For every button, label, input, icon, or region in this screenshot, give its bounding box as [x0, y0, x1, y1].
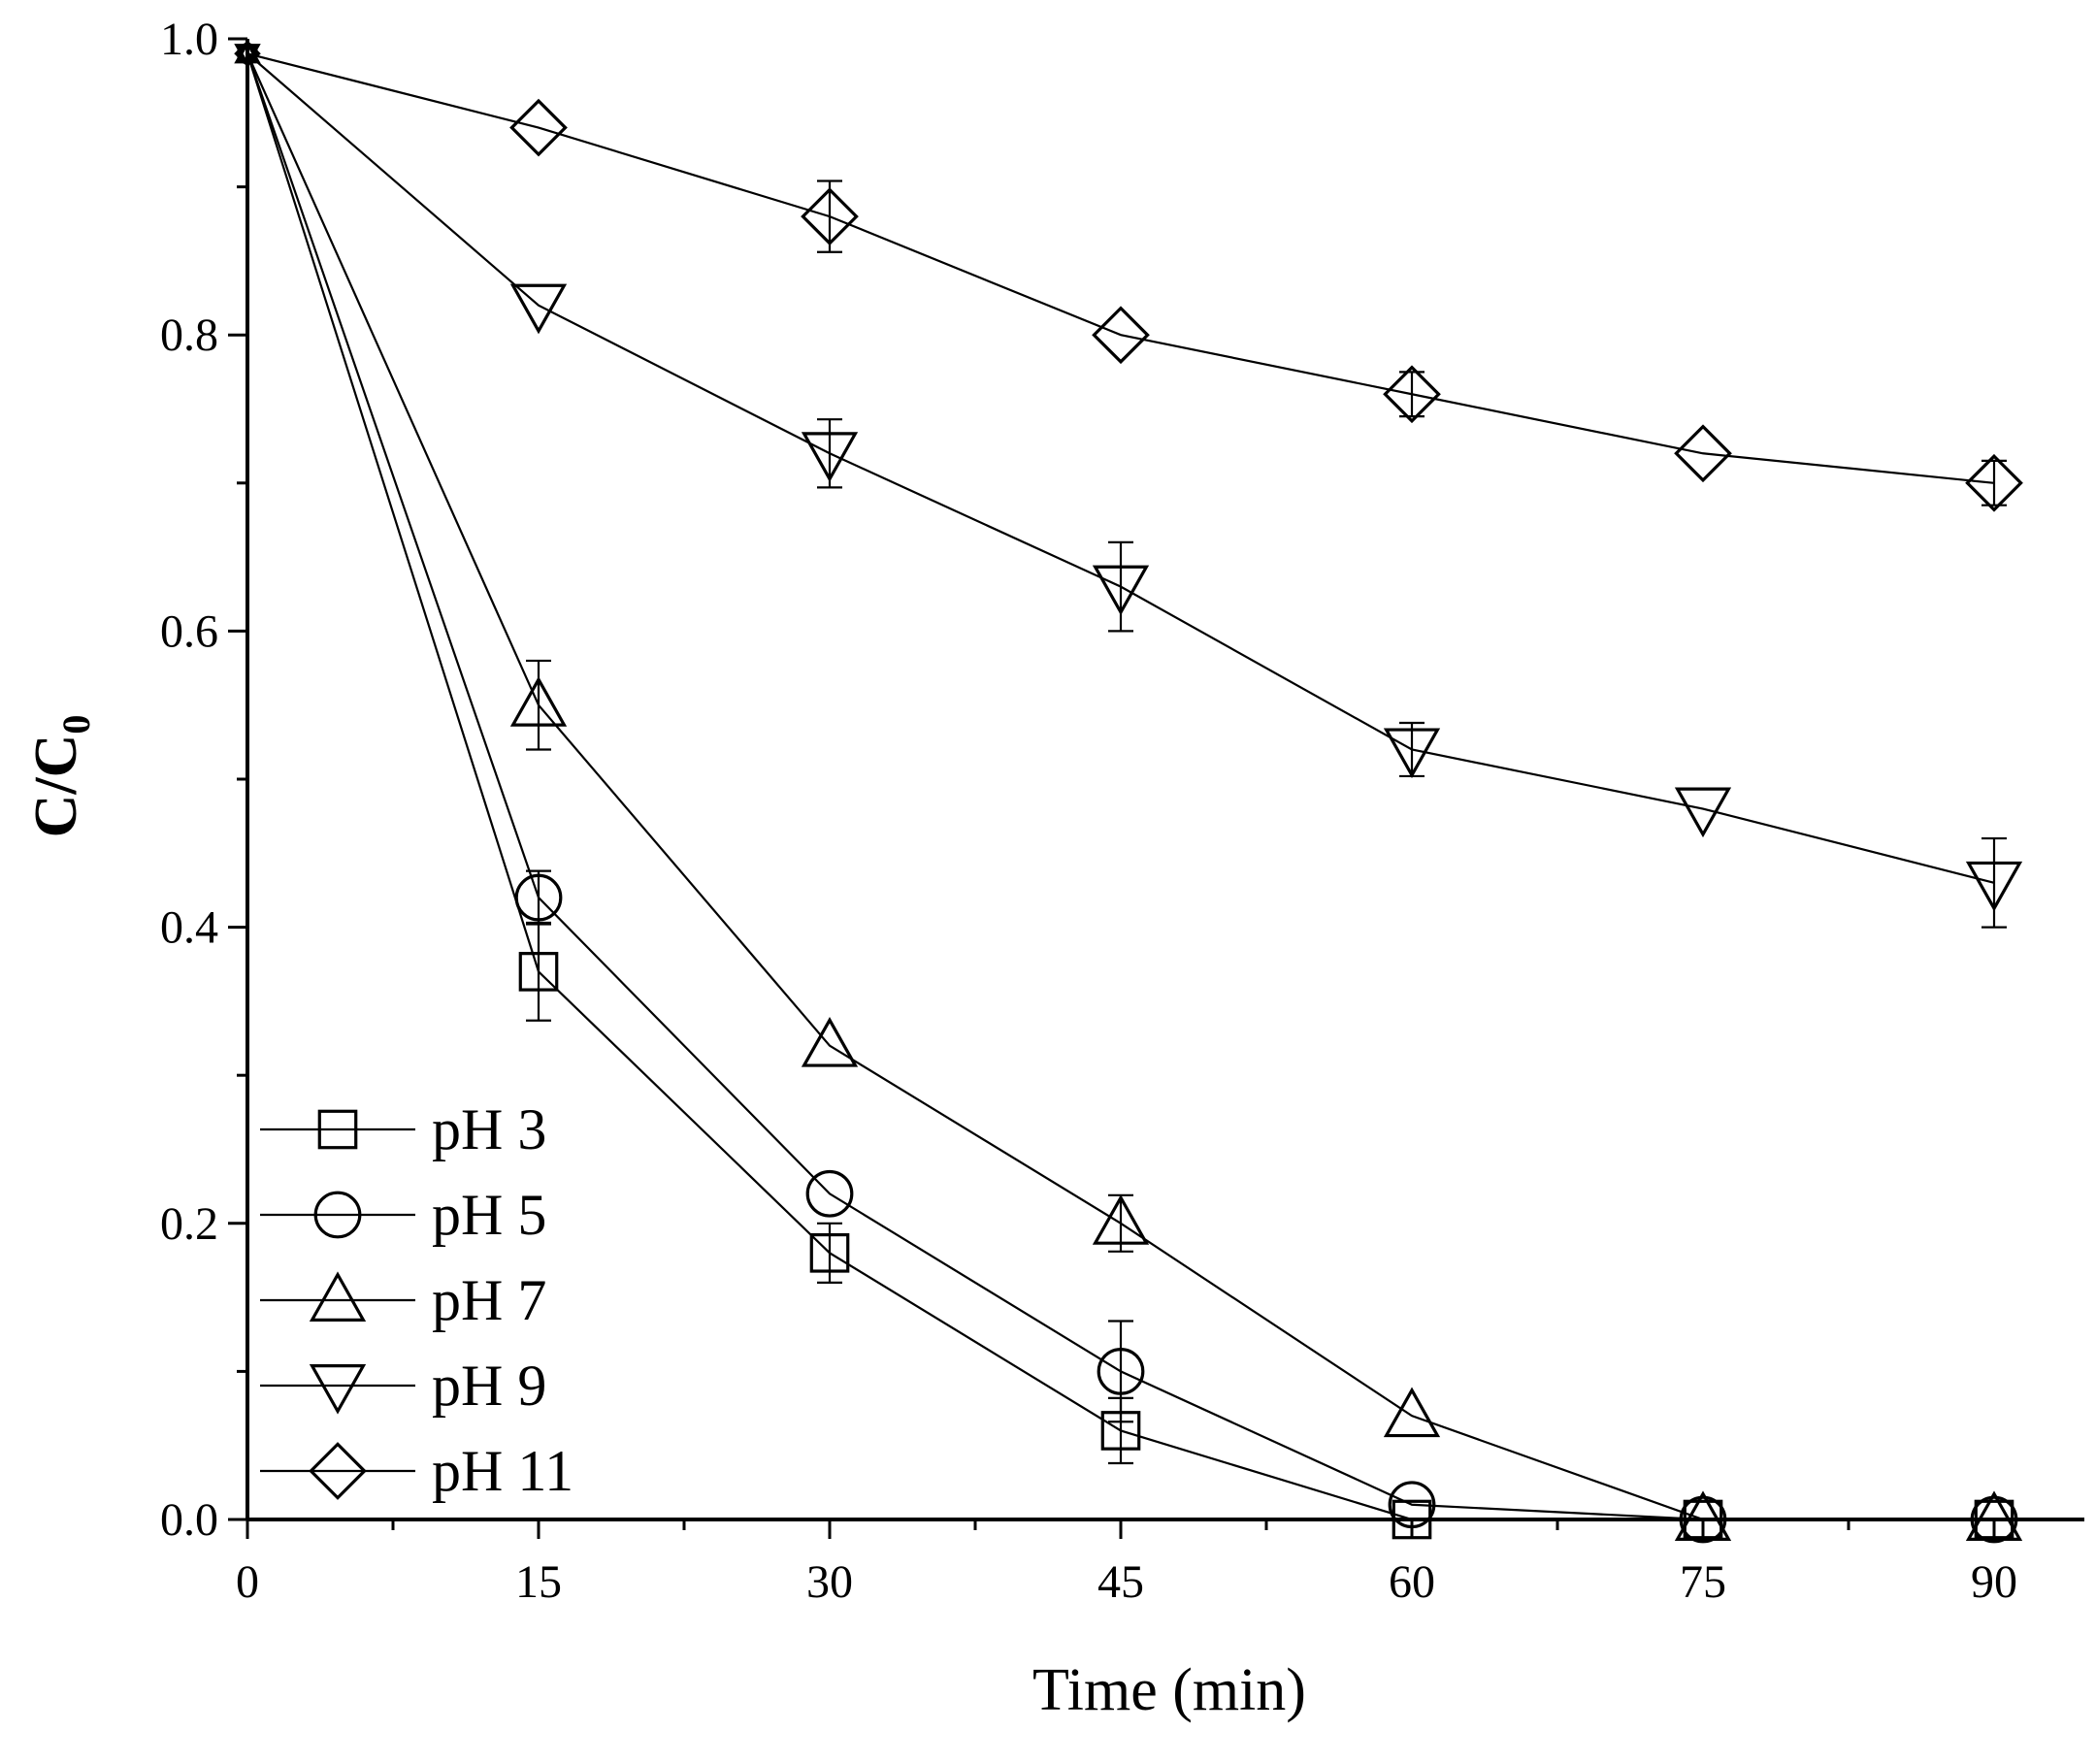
data-point: [801, 1017, 859, 1067]
y-axis-title-sub: 0: [54, 715, 98, 735]
legend-label: pH 7: [432, 1268, 546, 1332]
legend-item: pH 11: [260, 1439, 573, 1503]
legend-label: pH 3: [432, 1097, 546, 1161]
y-tick-label: 1.0: [160, 14, 218, 65]
data-point: [809, 1232, 850, 1273]
y-axis-title: C/C0: [23, 715, 98, 838]
x-tick-label: 15: [515, 1556, 562, 1608]
data-point: [1965, 861, 2023, 912]
data-point: [1965, 1490, 2023, 1542]
data-point: [1092, 565, 1150, 616]
data-point: [509, 283, 568, 335]
data-point: [805, 1169, 854, 1218]
ticks: 0 15 30 45 60 75 90 0.0 0.2 0.4 0.6 0.8 1.0: [160, 14, 2017, 1608]
y-tick-label: 0.8: [160, 310, 218, 361]
x-tick-label: 0: [236, 1556, 259, 1608]
data-point: [1674, 424, 1732, 483]
legend-marker: [317, 1109, 358, 1150]
data-point: [801, 187, 859, 245]
y-tick-label: 0.2: [160, 1198, 218, 1250]
data-point: [1674, 787, 1732, 838]
data-point: [801, 432, 859, 482]
legend-marker: [309, 1363, 367, 1415]
y-tick-label: 0.0: [160, 1494, 218, 1546]
legend-item: pH 5: [260, 1183, 546, 1247]
series-ph-11: [234, 40, 2023, 512]
x-axis-title: Time (min): [1032, 1657, 1306, 1723]
legend-marker: [309, 1442, 367, 1500]
legend: pH 3 pH 5 pH 7 pH 9 pH 11: [260, 1097, 573, 1503]
legend-item: pH 3: [260, 1097, 546, 1161]
y-axis-title-main: C/C: [23, 735, 89, 838]
legend-marker: [309, 1271, 367, 1323]
data-point: [1092, 306, 1150, 365]
x-tick-label: 75: [1680, 1556, 1726, 1608]
series-line: [246, 52, 1995, 884]
data-point: [509, 98, 568, 157]
legend-label: pH 11: [432, 1439, 573, 1503]
x-tick-label: 60: [1389, 1556, 1435, 1608]
data-point: [509, 676, 568, 727]
legend-item: pH 9: [260, 1354, 546, 1418]
data-point: [1383, 1387, 1441, 1438]
data-point: [514, 873, 563, 922]
data-point: [1965, 453, 2023, 512]
legend-item: pH 7: [260, 1268, 546, 1332]
x-tick-label: 45: [1097, 1556, 1144, 1608]
data-point: [1092, 1194, 1150, 1245]
x-tick-label: 30: [806, 1556, 853, 1608]
data-point: [1097, 1347, 1145, 1395]
y-tick-label: 0.4: [160, 902, 218, 954]
data-point: [1383, 365, 1441, 424]
data-point: [1383, 728, 1441, 779]
legend-label: pH 9: [432, 1354, 546, 1418]
series-ph-9: [234, 44, 2023, 929]
legend-label: pH 5: [432, 1183, 546, 1247]
data-point: [1674, 1490, 1732, 1542]
legend-marker: [313, 1191, 362, 1239]
series-line: [246, 52, 1995, 484]
data-point: [518, 952, 559, 992]
x-tick-label: 90: [1971, 1556, 2017, 1608]
y-tick-label: 0.6: [160, 605, 218, 657]
